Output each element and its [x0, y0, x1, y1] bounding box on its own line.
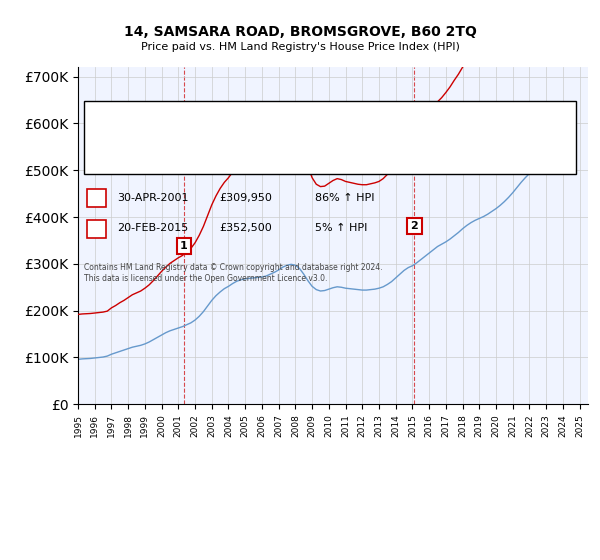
- Text: 14, SAMSARA ROAD, BROMSGROVE, B60 2TQ (detached house): 14, SAMSARA ROAD, BROMSGROVE, B60 2TQ (d…: [132, 114, 443, 124]
- Text: £309,950: £309,950: [219, 193, 272, 203]
- Text: Contains HM Land Registry data © Crown copyright and database right 2024.
This d: Contains HM Land Registry data © Crown c…: [84, 263, 383, 283]
- Text: 20-FEB-2015: 20-FEB-2015: [117, 223, 188, 234]
- Text: 14, SAMSARA ROAD, BROMSGROVE, B60 2TQ: 14, SAMSARA ROAD, BROMSGROVE, B60 2TQ: [124, 25, 476, 39]
- Text: Price paid vs. HM Land Registry's House Price Index (HPI): Price paid vs. HM Land Registry's House …: [140, 42, 460, 52]
- Text: 2: 2: [410, 221, 418, 231]
- Text: 2: 2: [93, 223, 100, 234]
- Text: 1: 1: [180, 241, 188, 251]
- Text: 86% ↑ HPI: 86% ↑ HPI: [315, 193, 374, 203]
- Text: 30-APR-2001: 30-APR-2001: [117, 193, 188, 203]
- Text: 5% ↑ HPI: 5% ↑ HPI: [315, 223, 367, 234]
- Text: HPI: Average price, detached house, Bromsgrove: HPI: Average price, detached house, Brom…: [132, 137, 371, 147]
- Text: 1: 1: [93, 193, 100, 203]
- Text: £352,500: £352,500: [219, 223, 272, 234]
